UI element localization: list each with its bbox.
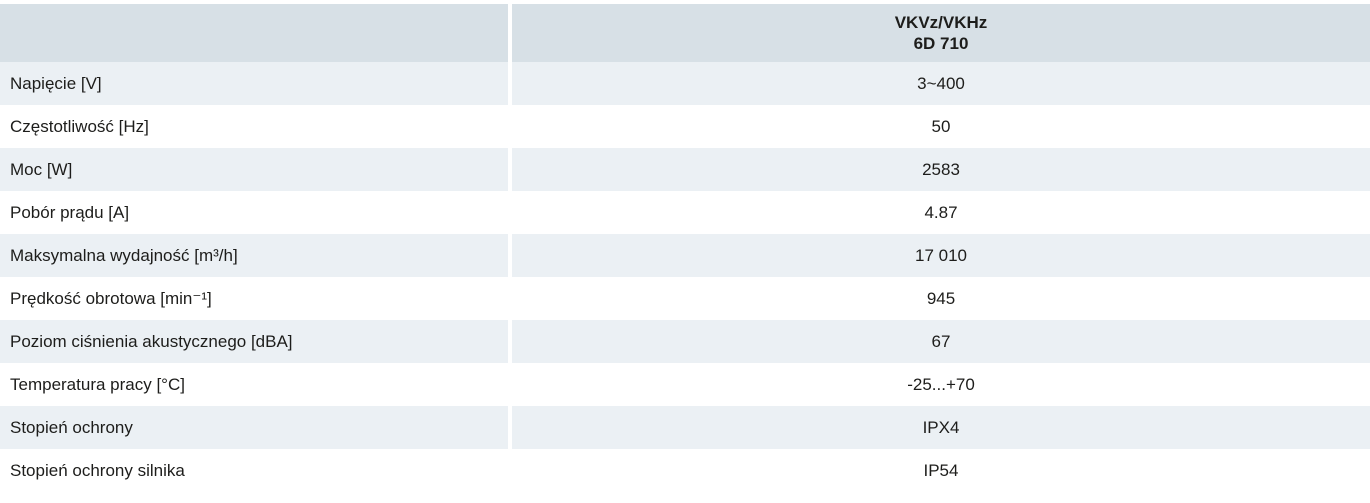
row-value: IP54 [512, 449, 1370, 492]
column-divider [508, 277, 512, 320]
column-divider [508, 449, 512, 492]
row-label: Stopień ochrony silnika [0, 449, 508, 492]
row-label: Maksymalna wydajność [m³/h] [0, 234, 508, 277]
table-row: Napięcie [V] 3~400 [0, 62, 1370, 105]
row-label: Temperatura pracy [°C] [0, 363, 508, 406]
row-label: Częstotliwość [Hz] [0, 105, 508, 148]
table-row: Prędkość obrotowa [min⁻¹] 945 [0, 277, 1370, 320]
product-series-label: VKVz/VKHz [894, 13, 988, 32]
table-row: Stopień ochrony silnika IP54 [0, 449, 1370, 492]
header-empty-cell [0, 4, 508, 62]
row-label: Poziom ciśnienia akustycznego [dBA] [0, 320, 508, 363]
column-divider [508, 234, 512, 277]
row-label: Pobór prądu [A] [0, 191, 508, 234]
table-row: Maksymalna wydajność [m³/h] 17 010 [0, 234, 1370, 277]
column-divider [508, 62, 512, 105]
table-header-row: VKVz/VKHz 6D 710 [0, 4, 1370, 62]
column-divider [508, 406, 512, 449]
column-divider [508, 320, 512, 363]
row-value: 945 [512, 277, 1370, 320]
row-label: Prędkość obrotowa [min⁻¹] [0, 277, 508, 320]
row-label: Stopień ochrony [0, 406, 508, 449]
column-divider [508, 363, 512, 406]
row-value: 3~400 [512, 62, 1370, 105]
column-divider [508, 191, 512, 234]
table-row: Moc [W] 2583 [0, 148, 1370, 191]
row-value: 2583 [512, 148, 1370, 191]
row-value: -25...+70 [512, 363, 1370, 406]
row-label: Moc [W] [0, 148, 508, 191]
specification-table: VKVz/VKHz 6D 710 Napięcie [V] 3~400 Częs… [0, 4, 1370, 492]
row-value: 50 [512, 105, 1370, 148]
table-row: Częstotliwość [Hz] 50 [0, 105, 1370, 148]
row-value: IPX4 [512, 406, 1370, 449]
row-value: 67 [512, 320, 1370, 363]
row-label: Napięcie [V] [0, 62, 508, 105]
header-model-cell: VKVz/VKHz 6D 710 [512, 4, 1370, 62]
table-row: Pobór prądu [A] 4.87 [0, 191, 1370, 234]
column-divider [508, 148, 512, 191]
table-row: Temperatura pracy [°C] -25...+70 [0, 363, 1370, 406]
product-model-label: 6D 710 [913, 34, 969, 53]
column-divider [508, 4, 512, 62]
table-row: Poziom ciśnienia akustycznego [dBA] 67 [0, 320, 1370, 363]
row-value: 17 010 [512, 234, 1370, 277]
table-row: Stopień ochrony IPX4 [0, 406, 1370, 449]
row-value: 4.87 [512, 191, 1370, 234]
column-divider [508, 105, 512, 148]
